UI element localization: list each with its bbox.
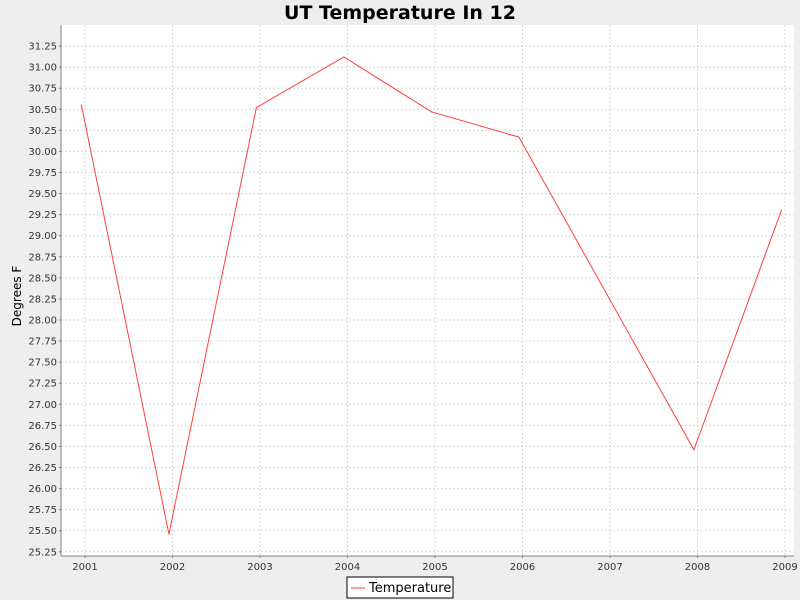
x-tick-label: 2006 [510, 562, 535, 573]
data-point [693, 449, 695, 451]
y-tick-label: 29.50 [28, 189, 57, 200]
y-tick-label: 27.50 [28, 358, 57, 369]
x-tick-label: 2008 [685, 562, 710, 573]
legend-box [346, 576, 454, 599]
y-tick-label: 29.00 [28, 231, 57, 242]
data-point [430, 111, 432, 113]
legend: Temperature [346, 576, 454, 599]
data-point [518, 136, 520, 138]
y-tick-label: 31.25 [28, 42, 57, 53]
y-tick-label: 30.75 [28, 84, 57, 95]
data-point [780, 209, 782, 212]
y-tick-label: 28.50 [28, 273, 57, 284]
x-tick-label: 2003 [247, 562, 272, 573]
y-axis-ticks: 25.25 25.50 25.75 26.00 26.25 26.50 26.75 27.00… [28, 42, 61, 558]
y-axis-label: Degrees F [10, 266, 24, 327]
y-tick-label: 28.00 [28, 316, 57, 327]
chart-title: UT Temperature In 12 [284, 2, 516, 24]
x-axis-ticks: 2001 2002 2003 2004 2005 2006 2007 2008 2009 [72, 556, 798, 573]
y-tick-label: 26.75 [28, 421, 57, 432]
legend-label-temperature: Temperature [368, 581, 451, 596]
y-tick-label: 25.50 [28, 526, 57, 537]
y-tick-label: 30.25 [28, 126, 57, 137]
y-tick-label: 25.75 [28, 505, 57, 516]
plot-area [61, 25, 794, 556]
y-tick-label: 29.75 [28, 168, 57, 179]
data-point [343, 56, 345, 58]
y-tick-label: 29.25 [28, 210, 57, 221]
y-tick-label: 28.75 [28, 252, 57, 263]
series-line-temperature [80, 56, 782, 535]
y-tick-label: 26.50 [28, 442, 57, 453]
x-tick-label: 2009 [772, 562, 797, 573]
y-tick-label: 31.00 [28, 63, 57, 74]
y-tick-label: 30.50 [28, 105, 57, 116]
x-tick-label: 2002 [160, 562, 185, 573]
y-tick-label: 27.00 [28, 400, 57, 411]
y-tick-label: 27.75 [28, 337, 57, 348]
data-point [80, 104, 82, 106]
x-tick-label: 2005 [422, 562, 447, 573]
series-layer [80, 56, 782, 535]
data-point [168, 533, 170, 535]
x-tick-label: 2007 [597, 562, 622, 573]
y-tick-label: 25.25 [28, 547, 57, 558]
y-tick-label: 26.25 [28, 463, 57, 474]
x-tick-label: 2004 [335, 562, 360, 573]
grid-lines [61, 25, 794, 556]
x-tick-label: 2001 [72, 562, 97, 573]
data-point [255, 107, 257, 109]
y-tick-label: 28.25 [28, 294, 57, 305]
y-tick-label: 30.00 [28, 147, 57, 158]
y-tick-label: 27.25 [28, 379, 57, 390]
y-tick-label: 26.00 [28, 484, 57, 495]
